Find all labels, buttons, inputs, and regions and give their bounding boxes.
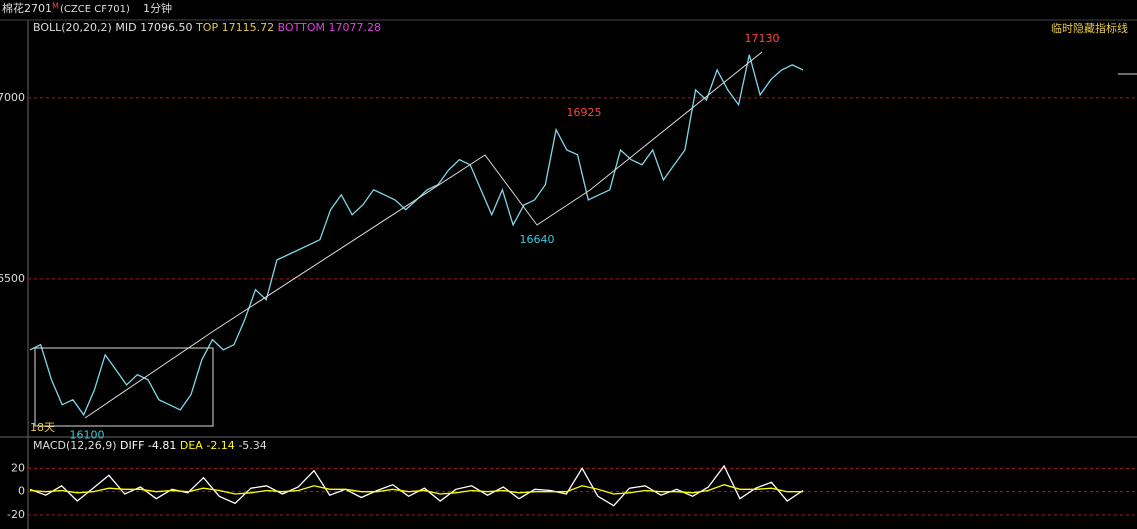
hide-indicator[interactable]: 临时隐藏指标线 — [1051, 21, 1128, 35]
symbol-mark: M — [52, 2, 59, 11]
trend-line — [84, 51, 763, 419]
indicator-name: MACD(12,26,9) — [33, 439, 117, 452]
box-label: 18天 — [30, 421, 55, 434]
indicator-legend: BOLL(20,20,2) MID 17096.50 TOP 17115.72 … — [33, 21, 381, 34]
data-line — [29, 464, 804, 507]
stat-name: TOP — [195, 21, 218, 34]
stat-value: 17115.72 — [222, 21, 275, 34]
stat-value: 17096.50 — [140, 21, 193, 34]
y-tick-label: 17000 — [0, 91, 25, 104]
y-tick-label: 16500 — [0, 272, 25, 285]
indicator-legend: MACD(12,26,9) DIFF -4.81 DEA -2.14 -5.34 — [33, 439, 267, 452]
period: 1分钟 — [143, 1, 172, 15]
stat-value: 17077.28 — [328, 21, 381, 34]
stat-name: BOTTOM — [278, 21, 325, 34]
symbol: 棉花2701 — [2, 1, 52, 15]
series-name: DIFF — [120, 439, 144, 452]
indicator-name: BOLL(20,20,2) — [33, 21, 112, 34]
y-tick-label: -20 — [7, 508, 25, 521]
data-line — [29, 484, 803, 495]
range-box — [34, 347, 214, 427]
y-tick-label: 20 — [11, 461, 25, 474]
price-annotation: 16100 — [70, 429, 105, 442]
series-last: -4.81 — [148, 439, 176, 452]
price-annotation: 16925 — [567, 106, 602, 119]
symbol-code: (CZCE CF701) — [60, 4, 130, 15]
price-annotation: 16640 — [520, 233, 555, 246]
stat-name: MID — [115, 21, 136, 34]
series-last: -2.14 — [206, 439, 234, 452]
series-name: DEA — [180, 439, 203, 452]
y-tick-label: 0 — [18, 485, 25, 498]
price-annotation: 17130 — [745, 32, 780, 45]
macd-value: -5.34 — [238, 439, 266, 452]
price-panel: 17000 16500 BOLL(20,20,2) MID 17096.50 TOP… — [0, 21, 1137, 442]
macd-panel: 20 0 -20 MACD(12,26,9) DIFF -4.81 DEA -2.14… — [7, 439, 1137, 521]
